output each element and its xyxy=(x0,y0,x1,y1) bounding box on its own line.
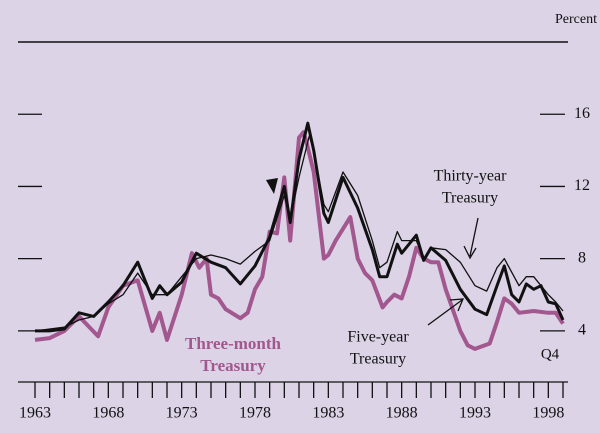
y-tick-label: 8 xyxy=(578,249,586,266)
x-tick-label: 1963 xyxy=(19,405,51,422)
x-tick-label: 1993 xyxy=(459,405,491,422)
arrow xyxy=(427,298,465,326)
x-tick-label: 1988 xyxy=(386,405,418,422)
arrow xyxy=(463,217,479,260)
y-tick-label: 4 xyxy=(578,322,586,339)
y-tick-label: 12 xyxy=(574,177,590,194)
series-label: Treasury xyxy=(442,190,498,207)
series-line xyxy=(34,135,564,332)
x-tick-label: 1983 xyxy=(312,405,344,422)
end-label: Q4 xyxy=(541,346,560,362)
x-tick-label: 1978 xyxy=(239,405,271,422)
arrow xyxy=(266,178,278,194)
x-tick-label: 1968 xyxy=(92,405,124,422)
unit-label: Percent xyxy=(555,12,597,27)
series-label: Five-year xyxy=(347,329,409,346)
series-label: Three-month xyxy=(185,334,282,353)
series-line xyxy=(35,121,565,333)
series-label: Treasury xyxy=(200,356,266,375)
series-label: Treasury xyxy=(350,351,406,368)
series-label: Thirty-year xyxy=(434,168,508,185)
x-tick-label: 1973 xyxy=(166,405,198,422)
series-line xyxy=(34,130,565,351)
y-tick-label: 16 xyxy=(574,105,590,122)
x-tick-label: 1998 xyxy=(532,405,564,422)
